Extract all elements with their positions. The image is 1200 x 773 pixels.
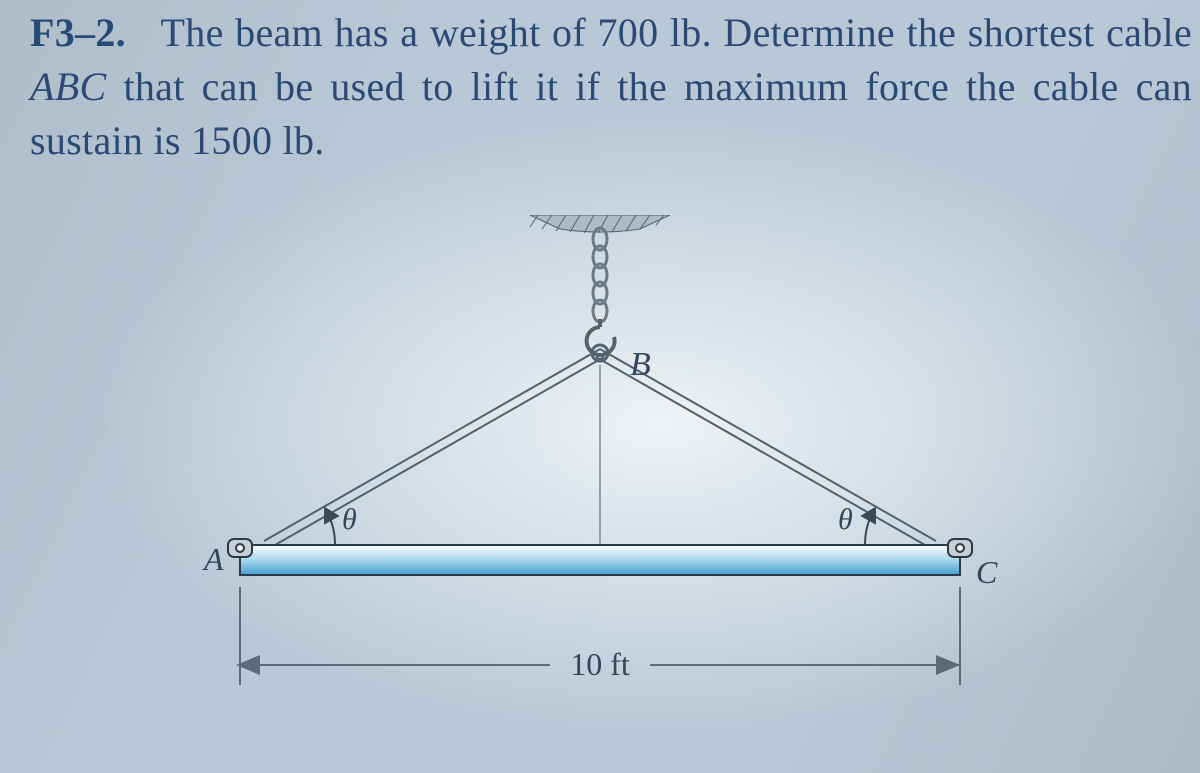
label-point-b: B	[630, 346, 651, 383]
lifting-chain	[593, 228, 607, 322]
label-theta-right: θ	[838, 503, 853, 536]
problem-statement: F3–2. The beam has a weight of 700 lb. D…	[30, 6, 1192, 168]
beam-lifting-diagram: B A C θ θ 10 ft	[170, 215, 1030, 755]
problem-id: F3–2.	[30, 10, 126, 55]
dimension-label: 10 ft	[570, 646, 630, 682]
ceiling-support	[530, 215, 670, 233]
beam	[228, 539, 972, 575]
problem-text-part1: The beam has a weight of 700 lb. Determi…	[161, 10, 1192, 55]
label-theta-left: θ	[342, 503, 357, 536]
label-point-a: A	[202, 541, 224, 577]
problem-text-part2: that can be used to lift it if the maxim…	[30, 64, 1192, 163]
label-point-c: C	[976, 554, 998, 590]
problem-italic-cable-name: ABC	[30, 64, 106, 109]
